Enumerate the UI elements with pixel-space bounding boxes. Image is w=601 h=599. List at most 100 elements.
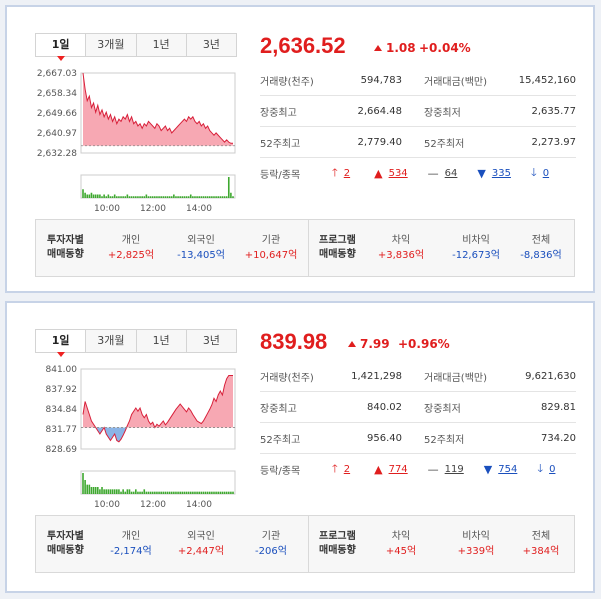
stats-table: 거래량(천주) 1,421,298 거래대금(백만) 9,621,630 장중최고 840… (260, 361, 576, 484)
volume-bar (160, 196, 162, 198)
program-col: 비차익 -12,673억 (441, 234, 511, 264)
volume-bar (111, 196, 114, 198)
volume-bar (198, 491, 200, 494)
volume-bar (227, 177, 230, 198)
advancers-link[interactable]: 534 (388, 167, 408, 179)
tab-3month[interactable]: 3개월 (85, 34, 136, 56)
stat-label: 장중최저 (414, 95, 514, 127)
investor-value: -13,405억 (177, 250, 225, 261)
tab-3year[interactable]: 3년 (185, 34, 236, 56)
volume-bar (122, 489, 124, 494)
volume-bar (96, 194, 99, 198)
tab-3year[interactable]: 3년 (185, 330, 236, 352)
advancers-link[interactable]: 774 (388, 463, 408, 475)
divider (308, 516, 309, 572)
program-value: +339억 (457, 546, 495, 557)
volume-bar (90, 487, 93, 494)
x-tick-label: 12:00 (140, 204, 166, 214)
tab-1year[interactable]: 1년 (135, 34, 186, 56)
lower-limit-link[interactable]: 0 (549, 463, 556, 475)
volume-bar (132, 491, 135, 494)
volume-bar (179, 196, 181, 198)
volume-bar (99, 194, 101, 198)
stat-label: 52주최저 (414, 126, 514, 158)
tab-3month[interactable]: 3개월 (85, 330, 136, 352)
investor-title: 투자자별 매매동향 (47, 235, 84, 260)
unchanged-link[interactable]: 119 (444, 463, 464, 475)
volume-bar (202, 491, 205, 494)
upper-limit-link[interactable]: 2 (343, 463, 351, 475)
updown-label: 등락/종목 (260, 465, 301, 477)
volume-bar (116, 489, 118, 494)
program-type: 전체 (531, 531, 551, 542)
stats-table: 거래량(천주) 594,783 거래대금(백만) 15,452,160 장중최고 2,66… (260, 65, 576, 188)
change-percent: +0.96% (398, 337, 450, 351)
volume-bar (145, 491, 148, 494)
stat-value: 2,664.48 (332, 95, 414, 127)
x-tick-label: 14:00 (186, 204, 212, 214)
investor-type: 기관 (261, 235, 281, 246)
stat-label: 52주최저 (414, 422, 514, 454)
volume-bar (232, 196, 234, 198)
program-type: 차익 (391, 531, 411, 542)
volume-bar (217, 196, 220, 198)
tab-1day[interactable]: 1일 (36, 330, 86, 357)
volume-bar (162, 196, 165, 198)
volume-bar (118, 196, 120, 198)
decliners-link[interactable]: 754 (498, 463, 518, 475)
volume-bar (162, 491, 165, 494)
y-tick-label: 2,658.34 (37, 89, 77, 99)
program-type: 차익 (391, 235, 411, 246)
volume-bar (149, 491, 152, 494)
investor-value: -206억 (255, 546, 287, 557)
stat-label: 52주최고 (260, 126, 332, 158)
unchanged: — 119 (428, 463, 464, 476)
upper-limit-link[interactable]: 2 (343, 167, 351, 179)
unchanged-link[interactable]: 64 (444, 167, 458, 179)
area-up (83, 73, 233, 146)
volume-bar (175, 196, 177, 198)
stat-value: 829.81 (514, 391, 576, 423)
tab-1day[interactable]: 1일 (36, 34, 86, 61)
volume-bar (151, 491, 154, 494)
investor-col: 외국인 -13,405억 (166, 234, 236, 264)
decliners-link[interactable]: 335 (491, 167, 511, 179)
program-col: 차익 +45억 (366, 530, 436, 560)
program-value: -8,836억 (520, 250, 562, 261)
volume-bar (225, 491, 228, 494)
volume-bar (232, 491, 234, 494)
volume-bar (196, 196, 198, 198)
volume-bar (120, 196, 122, 198)
volume-bar (185, 491, 188, 494)
investor-col: 기관 -206억 (236, 530, 306, 560)
volume-bar (139, 196, 141, 198)
period-tabs: 1일 3개월 1년 3년 (35, 329, 237, 357)
volume-bar (94, 194, 97, 198)
stats-row: 장중최고 2,664.48 장중최저 2,635.77 (260, 95, 576, 127)
program-title: 프로그램 매매동향 (319, 531, 356, 556)
stats-row: 52주최고 956.40 52주최저 734.20 (260, 422, 576, 454)
volume-bar (124, 196, 127, 198)
stat-label: 장중최저 (414, 391, 514, 423)
volume-bar (185, 196, 188, 198)
tab-1year[interactable]: 1년 (135, 330, 186, 352)
volume-bar (141, 491, 143, 494)
volume-bar (135, 196, 137, 198)
volume-bar (217, 491, 220, 494)
volume-bar (208, 491, 211, 494)
volume-bar (145, 194, 148, 198)
investor-col: 기관 +10,647억 (236, 234, 306, 264)
volume-bar (147, 491, 150, 494)
stat-value: 956.40 (332, 422, 414, 454)
investor-type: 기관 (261, 531, 281, 542)
investor-value: +2,447억 (177, 546, 225, 557)
stat-value: 840.02 (332, 391, 414, 423)
volume-bar (86, 194, 89, 198)
lower-limit-link[interactable]: 0 (542, 167, 550, 179)
investor-value: +10,647억 (244, 250, 298, 261)
lower-limit-arrow-icon: 🡓 (530, 165, 537, 179)
volume-bar (118, 489, 120, 494)
volume-bar (107, 194, 110, 198)
stat-value: 594,783 (332, 65, 414, 96)
volume-bar (103, 194, 105, 198)
